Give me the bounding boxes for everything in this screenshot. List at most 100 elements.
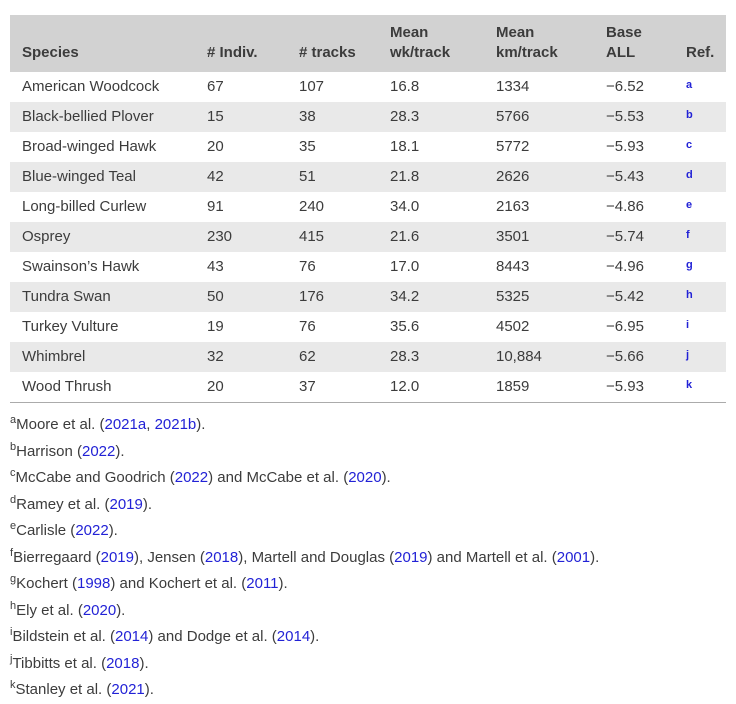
mean-km-track-cell: 5772 xyxy=(496,138,530,155)
tracks-cell: 76 xyxy=(299,258,316,275)
footnote-marker: c xyxy=(10,467,16,479)
citation-year-link[interactable]: 2021b xyxy=(154,416,197,433)
footnote-text: Stanley et al. ( xyxy=(15,681,112,698)
citation-year-link[interactable]: 2020 xyxy=(82,601,117,619)
indiv-cell: 230 xyxy=(207,228,233,245)
footnote-text: ). xyxy=(590,548,600,566)
tracks-cell: 38 xyxy=(299,108,316,125)
ref-link[interactable]: a xyxy=(686,79,693,91)
column-header-species: Species xyxy=(10,15,195,72)
citation-year-link[interactable]: 2014 xyxy=(115,628,149,645)
tracks-cell: 62 xyxy=(299,348,316,365)
ref-cell: k xyxy=(674,372,726,403)
citation-year-link[interactable]: 2001 xyxy=(556,548,591,566)
footnote-marker: h xyxy=(10,599,17,612)
tracks-cell: 37 xyxy=(299,378,316,395)
footnote: bHarrison (2022). xyxy=(10,439,726,466)
ref-link[interactable]: d xyxy=(686,169,693,181)
tracks-cell: 176 xyxy=(299,288,325,305)
mean-km-track-cell: 3501 xyxy=(496,228,530,245)
footnote-text: ), Martell and Douglas ( xyxy=(238,548,395,566)
citation-year-link[interactable]: 2019 xyxy=(394,548,428,566)
indiv-cell: 91 xyxy=(207,198,224,215)
mean-wk-track-cell: 12.0 xyxy=(390,378,420,395)
footnotes: aMoore et al. (2021a, 2021b). bHarrison (… xyxy=(10,403,726,704)
table-row: Broad-winged Hawk 20 35 18.1 5772 −5.93 c xyxy=(10,132,726,162)
footnote: fBierregaard (2019), Jensen (2018), Mart… xyxy=(10,545,726,572)
ref-link[interactable]: j xyxy=(686,349,690,361)
footnote-text: ) and Martell et al. ( xyxy=(427,548,557,566)
citation-year-link[interactable]: 2022 xyxy=(81,442,116,460)
column-header-mean-km-track: Mean km/track xyxy=(484,15,594,72)
ref-link[interactable]: e xyxy=(686,199,693,211)
footnote-text: ). xyxy=(144,681,154,698)
table-row: Swainson’s Hawk 43 76 17.0 8443 −4.96 g xyxy=(10,252,726,282)
citation-year-link[interactable]: 2011 xyxy=(246,575,279,592)
citation-year-link[interactable]: 2014 xyxy=(276,628,311,645)
indiv-cell: 32 xyxy=(207,348,224,365)
table-row: Tundra Swan 50 176 34.2 5325 −5.42 h xyxy=(10,282,726,312)
table-header: Species # Indiv. # tracks Mean wk/track Mean… xyxy=(10,15,726,72)
citation-year-link[interactable]: 2019 xyxy=(100,548,134,566)
footnote-text: Moore et al. ( xyxy=(16,416,105,433)
footnote-text: ) and Dodge et al. ( xyxy=(148,628,277,645)
species-cell: Whimbrel xyxy=(22,348,86,365)
footnote: dRamey et al. (2019). xyxy=(10,492,726,519)
footnote-text: ). xyxy=(381,469,391,486)
table-row: Black-bellied Plover 15 38 28.3 5766 −5.53 b xyxy=(10,102,726,132)
footnote-text: McCabe and Goodrich ( xyxy=(15,469,175,486)
citation-year-link[interactable]: 2021a xyxy=(104,416,147,433)
tracks-cell: 51 xyxy=(299,168,316,185)
base-all-cell: −5.93 xyxy=(606,378,644,395)
ref-link[interactable]: f xyxy=(686,229,690,241)
species-cell: Swainson’s Hawk xyxy=(22,258,140,275)
mean-km-track-cell: 5325 xyxy=(496,288,530,305)
ref-link[interactable]: h xyxy=(686,289,693,301)
ref-link[interactable]: g xyxy=(686,259,693,271)
footnote-text: Bierregaard ( xyxy=(13,548,101,566)
tracks-cell: 76 xyxy=(299,318,316,335)
footnote-text: Ramey et al. ( xyxy=(16,495,110,513)
footnote-marker: e xyxy=(10,520,17,532)
footnote-text: ). xyxy=(116,601,126,619)
footnote: eCarlisle (2022). xyxy=(10,518,726,545)
table-row: Wood Thrush 20 37 12.0 1859 −5.93 k xyxy=(10,372,726,403)
ref-cell: g xyxy=(674,252,726,282)
citation-year-link[interactable]: 2018 xyxy=(204,548,239,566)
table-row: Turkey Vulture 19 76 35.6 4502 −6.95 i xyxy=(10,312,726,342)
base-all-cell: −4.86 xyxy=(606,198,644,215)
footnote: jTibbitts et al. (2018). xyxy=(10,651,726,678)
citation-year-link[interactable]: 2019 xyxy=(109,495,143,513)
mean-wk-track-cell: 21.8 xyxy=(390,168,420,185)
ref-link[interactable]: k xyxy=(686,379,693,391)
footnote-marker: f xyxy=(10,546,14,559)
ref-link[interactable]: b xyxy=(686,109,693,121)
citation-year-link[interactable]: 2020 xyxy=(348,469,382,486)
mean-wk-track-cell: 34.2 xyxy=(390,288,420,305)
column-header-ref: Ref. xyxy=(674,15,726,72)
citation-year-link[interactable]: 2018 xyxy=(106,654,140,672)
citation-year-link[interactable]: 2022 xyxy=(75,522,109,539)
indiv-cell: 20 xyxy=(207,378,224,395)
column-header-indiv: # Indiv. xyxy=(195,15,287,72)
citation-year-link[interactable]: 2022 xyxy=(174,469,209,486)
mean-km-track-cell: 2626 xyxy=(496,168,530,185)
ref-cell: c xyxy=(674,132,726,162)
footnote-text: Tibbitts et al. ( xyxy=(12,654,107,672)
table-row: American Woodcock 67 107 16.8 1334 −6.52 a xyxy=(10,72,726,102)
citation-year-link[interactable]: 2021 xyxy=(111,681,145,698)
species-cell: Long-billed Curlew xyxy=(22,198,147,215)
footnote-text: ). xyxy=(278,575,288,592)
footnote-text: Carlisle ( xyxy=(16,522,76,539)
footnote: hEly et al. (2020). xyxy=(10,598,726,625)
ref-link[interactable]: i xyxy=(686,319,690,331)
indiv-cell: 67 xyxy=(207,78,224,95)
base-all-cell: −5.43 xyxy=(606,168,644,185)
mean-wk-track-cell: 34.0 xyxy=(390,198,420,215)
footnote-text: ), Jensen ( xyxy=(133,548,205,566)
footnote-text: ) and Kochert et al. ( xyxy=(110,575,247,592)
mean-wk-track-cell: 21.6 xyxy=(390,228,420,245)
ref-link[interactable]: c xyxy=(686,139,693,151)
citation-year-link[interactable]: 1998 xyxy=(76,575,111,592)
